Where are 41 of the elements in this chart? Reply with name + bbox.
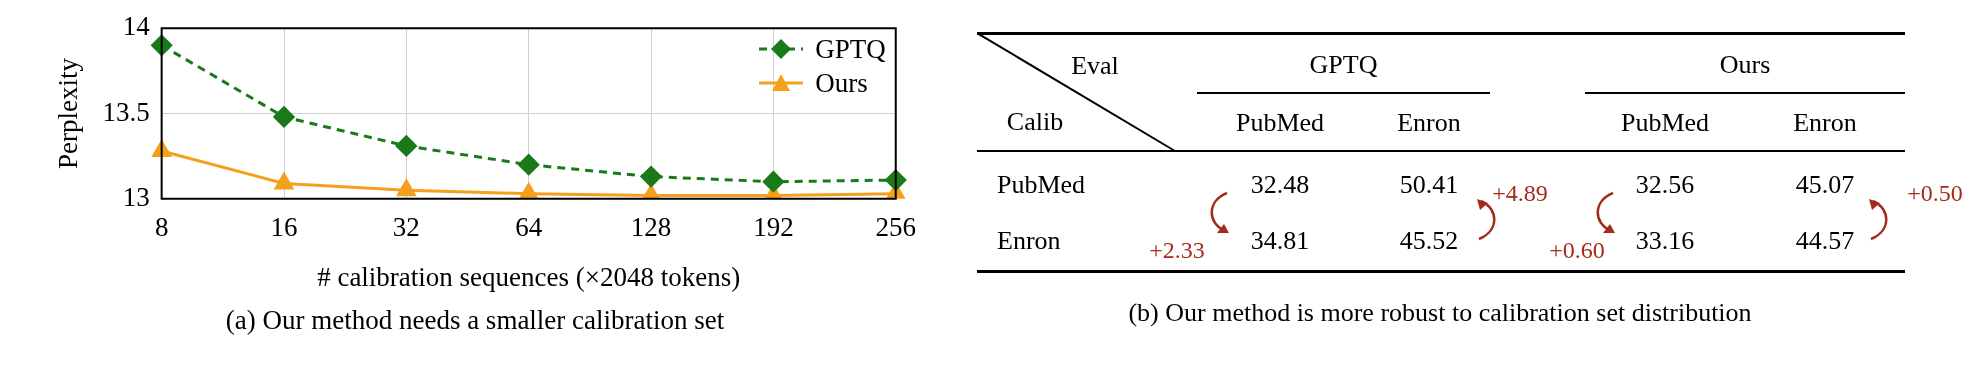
- data-label: 33.16: [1635, 226, 1695, 255]
- x-tick-label: 64: [515, 212, 543, 243]
- x-tick-label: Enron: [1793, 108, 1857, 137]
- y-tick-label: 14: [122, 11, 151, 42]
- text: (a) Our method needs a smaller calibration set: [225, 304, 725, 335]
- x-tick-label: 16: [270, 212, 298, 243]
- data-label: 32.56: [1635, 170, 1695, 199]
- point: [397, 179, 416, 197]
- y-tick-label: 13.5: [102, 96, 150, 127]
- data-label: 32.48: [1250, 170, 1310, 199]
- x-tick-label: PubMed: [1620, 108, 1710, 137]
- y-axis-title: Perplexity: [53, 57, 84, 169]
- x-tick-label: 32: [392, 212, 420, 243]
- x-tick-label: 8: [154, 212, 169, 243]
- point: [274, 172, 294, 190]
- data-label: 50.41: [1399, 170, 1459, 199]
- text: GPTQ: [1309, 50, 1378, 79]
- y-axis-title: Calib: [1006, 107, 1064, 136]
- annotation: +0.60: [1549, 237, 1605, 263]
- x-tick-label: 256: [875, 212, 916, 243]
- x-tick-label: PubMed: [1235, 108, 1325, 137]
- x-tick-label: Enron: [1397, 108, 1461, 137]
- point: [273, 106, 295, 128]
- annotation: +0.50: [1907, 180, 1963, 206]
- data-label: 34.81: [1250, 226, 1310, 255]
- y-tick-label: 13: [122, 181, 150, 212]
- x-axis-title: # calibration sequences (×2048 tokens): [317, 262, 741, 293]
- point: [395, 135, 417, 157]
- data-label: 45.52: [1399, 226, 1459, 255]
- text: Ours: [1719, 50, 1771, 79]
- legend-label: Ours: [815, 67, 868, 101]
- annotation: +2.33: [1149, 237, 1205, 263]
- text: (b) Our method is more robust to calibration set distribution: [1128, 298, 1752, 327]
- x-axis-title: Eval: [1071, 51, 1119, 80]
- point: [519, 183, 538, 199]
- legend-label: GPTQ: [815, 33, 886, 67]
- data-label: 45.07: [1795, 170, 1855, 199]
- x-tick-label: 128: [630, 212, 672, 243]
- x-tick-label: 192: [753, 212, 794, 243]
- annotation: +4.89: [1492, 180, 1548, 206]
- data-label: 44.57: [1795, 226, 1855, 255]
